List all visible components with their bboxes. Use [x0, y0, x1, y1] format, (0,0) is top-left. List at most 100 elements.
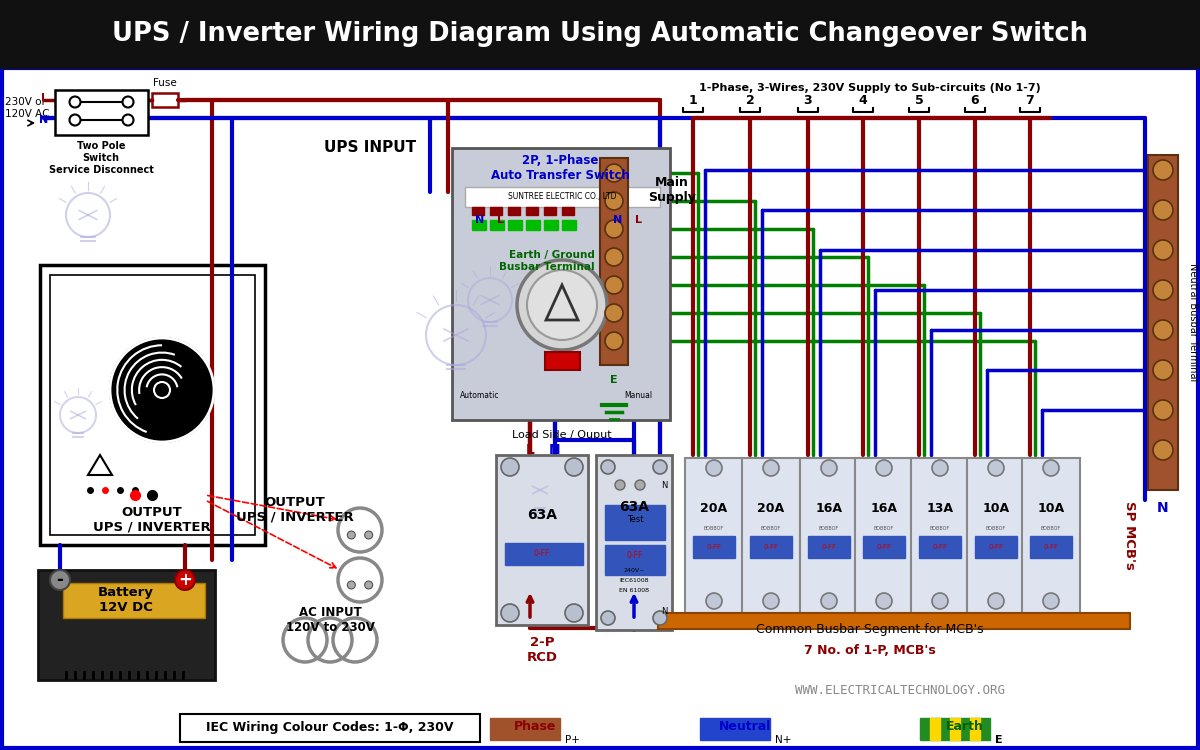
Bar: [50, 275, 256, 535]
Bar: [596, 455, 672, 630]
Text: Battery
12V DC: Battery 12V DC: [98, 586, 154, 614]
Circle shape: [70, 97, 80, 107]
Circle shape: [601, 460, 616, 474]
Bar: [742, 458, 800, 613]
Text: N: N: [475, 215, 485, 225]
Bar: [685, 458, 743, 613]
Text: 6: 6: [971, 94, 979, 106]
Bar: [472, 220, 486, 230]
Circle shape: [605, 192, 623, 210]
Bar: [950, 718, 960, 740]
Circle shape: [821, 593, 838, 609]
Circle shape: [50, 570, 70, 590]
Circle shape: [1043, 460, 1060, 476]
Text: BOBBOF: BOBBOF: [874, 526, 894, 530]
Text: N: N: [1157, 501, 1169, 515]
Text: L: L: [41, 93, 48, 103]
Text: -: -: [56, 571, 64, 589]
Bar: [64, 583, 205, 618]
Text: 3: 3: [804, 94, 812, 106]
Circle shape: [70, 115, 80, 125]
Text: 0-FF: 0-FF: [763, 544, 779, 550]
Circle shape: [653, 611, 667, 625]
Text: 20A: 20A: [757, 502, 785, 515]
Text: Common Busbar Segment for MCB's: Common Busbar Segment for MCB's: [756, 623, 984, 637]
Bar: [505, 543, 583, 565]
Text: 7: 7: [1026, 94, 1034, 106]
Bar: [526, 207, 538, 215]
Circle shape: [347, 581, 355, 589]
Circle shape: [706, 593, 722, 609]
Bar: [526, 220, 540, 230]
Bar: [974, 536, 1018, 558]
Text: L: L: [526, 443, 534, 457]
Text: Load Side / Ouput: Load Side / Ouput: [512, 430, 612, 440]
Circle shape: [1153, 400, 1174, 420]
Circle shape: [605, 164, 623, 182]
Circle shape: [616, 480, 625, 490]
Bar: [508, 207, 520, 215]
Text: OUTPUT
UPS / INVERTER: OUTPUT UPS / INVERTER: [94, 506, 211, 534]
Text: 1: 1: [689, 94, 697, 106]
Text: Main
Supply: Main Supply: [648, 176, 696, 204]
Text: 0-FF: 0-FF: [932, 544, 948, 550]
Text: BOBBOF: BOBBOF: [930, 526, 950, 530]
Bar: [920, 718, 990, 740]
Text: BOBBOF: BOBBOF: [761, 526, 781, 530]
Text: 10A: 10A: [983, 502, 1009, 515]
Bar: [970, 718, 980, 740]
Circle shape: [988, 593, 1004, 609]
Bar: [750, 536, 792, 558]
Circle shape: [706, 460, 722, 476]
Text: 0-FF: 0-FF: [876, 544, 892, 550]
Text: 63A: 63A: [619, 500, 649, 514]
Bar: [545, 352, 580, 370]
Bar: [700, 718, 770, 740]
Bar: [490, 718, 560, 740]
Text: EN 61008: EN 61008: [619, 587, 649, 592]
Circle shape: [502, 604, 520, 622]
Circle shape: [1153, 280, 1174, 300]
Text: E: E: [995, 735, 1003, 745]
Bar: [152, 93, 178, 107]
Circle shape: [1153, 360, 1174, 380]
Circle shape: [605, 248, 623, 266]
Text: 0-FF: 0-FF: [707, 544, 721, 550]
Text: IEC61008: IEC61008: [619, 578, 649, 583]
Circle shape: [653, 460, 667, 474]
Text: Fuse: Fuse: [154, 78, 176, 88]
Circle shape: [365, 531, 373, 539]
Text: L: L: [635, 215, 642, 225]
Text: Neutral: Neutral: [719, 719, 772, 733]
Text: N: N: [661, 481, 667, 490]
Text: N: N: [550, 443, 560, 457]
Text: 230V or
120V AC: 230V or 120V AC: [5, 98, 49, 118]
Circle shape: [932, 593, 948, 609]
Bar: [605, 545, 665, 575]
Circle shape: [502, 458, 520, 476]
Text: 7 No. of 1-P, MCB's: 7 No. of 1-P, MCB's: [804, 644, 936, 656]
Text: 16A: 16A: [870, 502, 898, 515]
Circle shape: [517, 260, 607, 350]
Text: 0-FF: 0-FF: [1044, 544, 1058, 550]
Circle shape: [1153, 440, 1174, 460]
Bar: [808, 536, 850, 558]
Circle shape: [988, 460, 1004, 476]
Text: 2: 2: [745, 94, 755, 106]
Circle shape: [110, 338, 214, 442]
Bar: [600, 158, 628, 365]
Text: Neutral Busbar Terminal: Neutral Busbar Terminal: [1188, 263, 1198, 381]
Text: IEC Wiring Colour Codes: 1-Φ, 230V: IEC Wiring Colour Codes: 1-Φ, 230V: [206, 722, 454, 734]
Circle shape: [605, 276, 623, 294]
Bar: [490, 207, 502, 215]
Circle shape: [635, 480, 646, 490]
Text: BOBBOF: BOBBOF: [986, 526, 1006, 530]
Text: 63A: 63A: [527, 508, 557, 522]
Text: BOBBOF: BOBBOF: [818, 526, 839, 530]
Text: Test: Test: [626, 515, 643, 524]
Text: BOBBOF: BOBBOF: [1040, 526, 1061, 530]
Circle shape: [527, 270, 598, 340]
Text: P+: P+: [565, 735, 580, 745]
Bar: [919, 536, 961, 558]
Bar: [544, 220, 558, 230]
